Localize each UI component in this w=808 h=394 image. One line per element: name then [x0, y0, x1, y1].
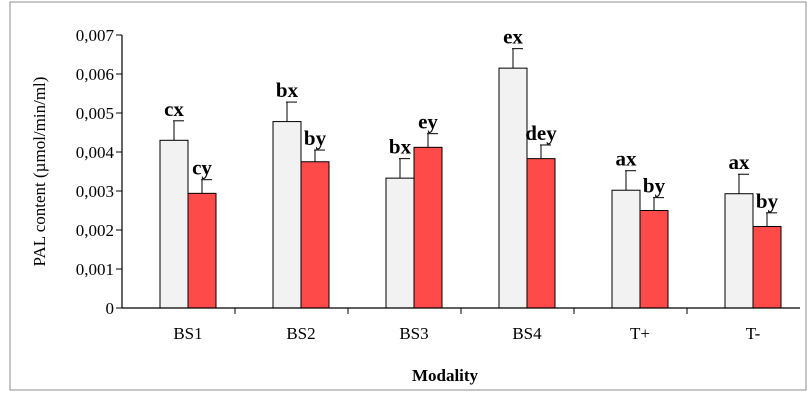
data-label-BS2-series2: by [304, 126, 327, 150]
x-tick-label: BS4 [512, 324, 542, 343]
x-tick-label: BS1 [173, 324, 202, 343]
data-label-T--series1: ax [729, 150, 751, 174]
bar-T--series2 [752, 225, 782, 309]
bar-T+-series2 [639, 210, 669, 309]
bar-BS3-series2 [413, 146, 443, 309]
data-label-T+-series1: ax [616, 147, 638, 171]
y-tick-label: 0,006 [76, 65, 114, 84]
x-tick-label: BS2 [286, 324, 315, 343]
data-label-BS1-series2: cy [192, 156, 212, 180]
y-tick-labels: 0 0,001 0,002 0,003 0,004 0,005 0,006 0,007 [76, 26, 115, 318]
data-label-BS2-series1: bx [276, 78, 299, 102]
bar-BS4-series1 [498, 67, 528, 309]
y-tick-label: 0,003 [76, 182, 114, 201]
bar-BS1-series1 [159, 139, 189, 309]
x-tick-label: BS3 [399, 324, 428, 343]
axes [116, 34, 800, 314]
y-axis-title-group: PAL content (µmol/min/ml) [30, 77, 49, 267]
data-label-T+-series2: by [643, 174, 666, 198]
error-bars [173, 48, 777, 227]
data-label-T--series2: by [756, 189, 779, 213]
x-axis-title: Modality [412, 366, 479, 385]
y-tick-label: 0 [106, 299, 115, 318]
data-label-BS3-series2: ey [418, 110, 438, 134]
data-label-BS3-series1: bx [389, 135, 412, 159]
category-labels: BS1 BS2 BS3 BS4 T+ T- [173, 324, 760, 343]
y-tick-label: 0,007 [76, 26, 115, 45]
bars [159, 67, 782, 309]
x-tick-label: T- [746, 324, 761, 343]
y-tick-label: 0,002 [76, 221, 114, 240]
y-tick-label: 0,005 [76, 104, 114, 123]
bar-BS4-series2 [526, 158, 556, 309]
data-label-BS4-series2: dey [525, 121, 557, 145]
x-tick-label: T+ [630, 324, 650, 343]
data-label-BS1-series1: cx [164, 97, 184, 121]
y-axis-title: PAL content (µmol/min/ml) [30, 77, 49, 267]
bar-T+-series1 [611, 189, 641, 309]
y-tick-label: 0,004 [76, 143, 115, 162]
data-label-BS4-series1: ex [503, 25, 523, 49]
y-tick-label: 0,001 [76, 260, 114, 279]
bar-T--series1 [724, 193, 754, 309]
bar-BS1-series2 [187, 192, 217, 309]
bar-BS2-series2 [300, 161, 330, 309]
bar-BS3-series1 [385, 177, 415, 309]
bar-BS2-series1 [272, 121, 302, 309]
